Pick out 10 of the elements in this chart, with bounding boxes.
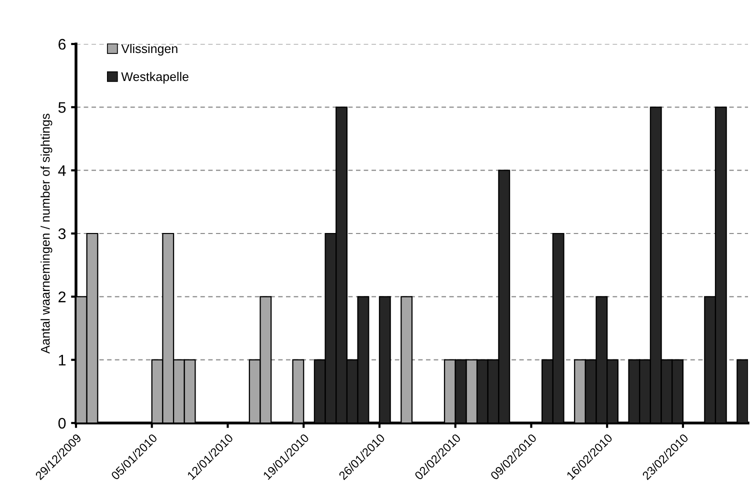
legend-label: Vlissingen [121,44,178,56]
y-tick-label: 5 [58,102,66,113]
legend-label: Westkapelle [121,72,188,84]
y-tick-label: 1 [58,354,66,366]
y-tick-label: 0 [58,418,66,429]
y-tick-label: 6 [58,38,66,50]
y-tick-label: 2 [58,292,66,302]
y-tick-label: 3 [58,228,66,240]
y-axis-title: Aantal waarnemingen / number of sightings [40,114,52,354]
y-tick-label: 4 [58,165,66,176]
